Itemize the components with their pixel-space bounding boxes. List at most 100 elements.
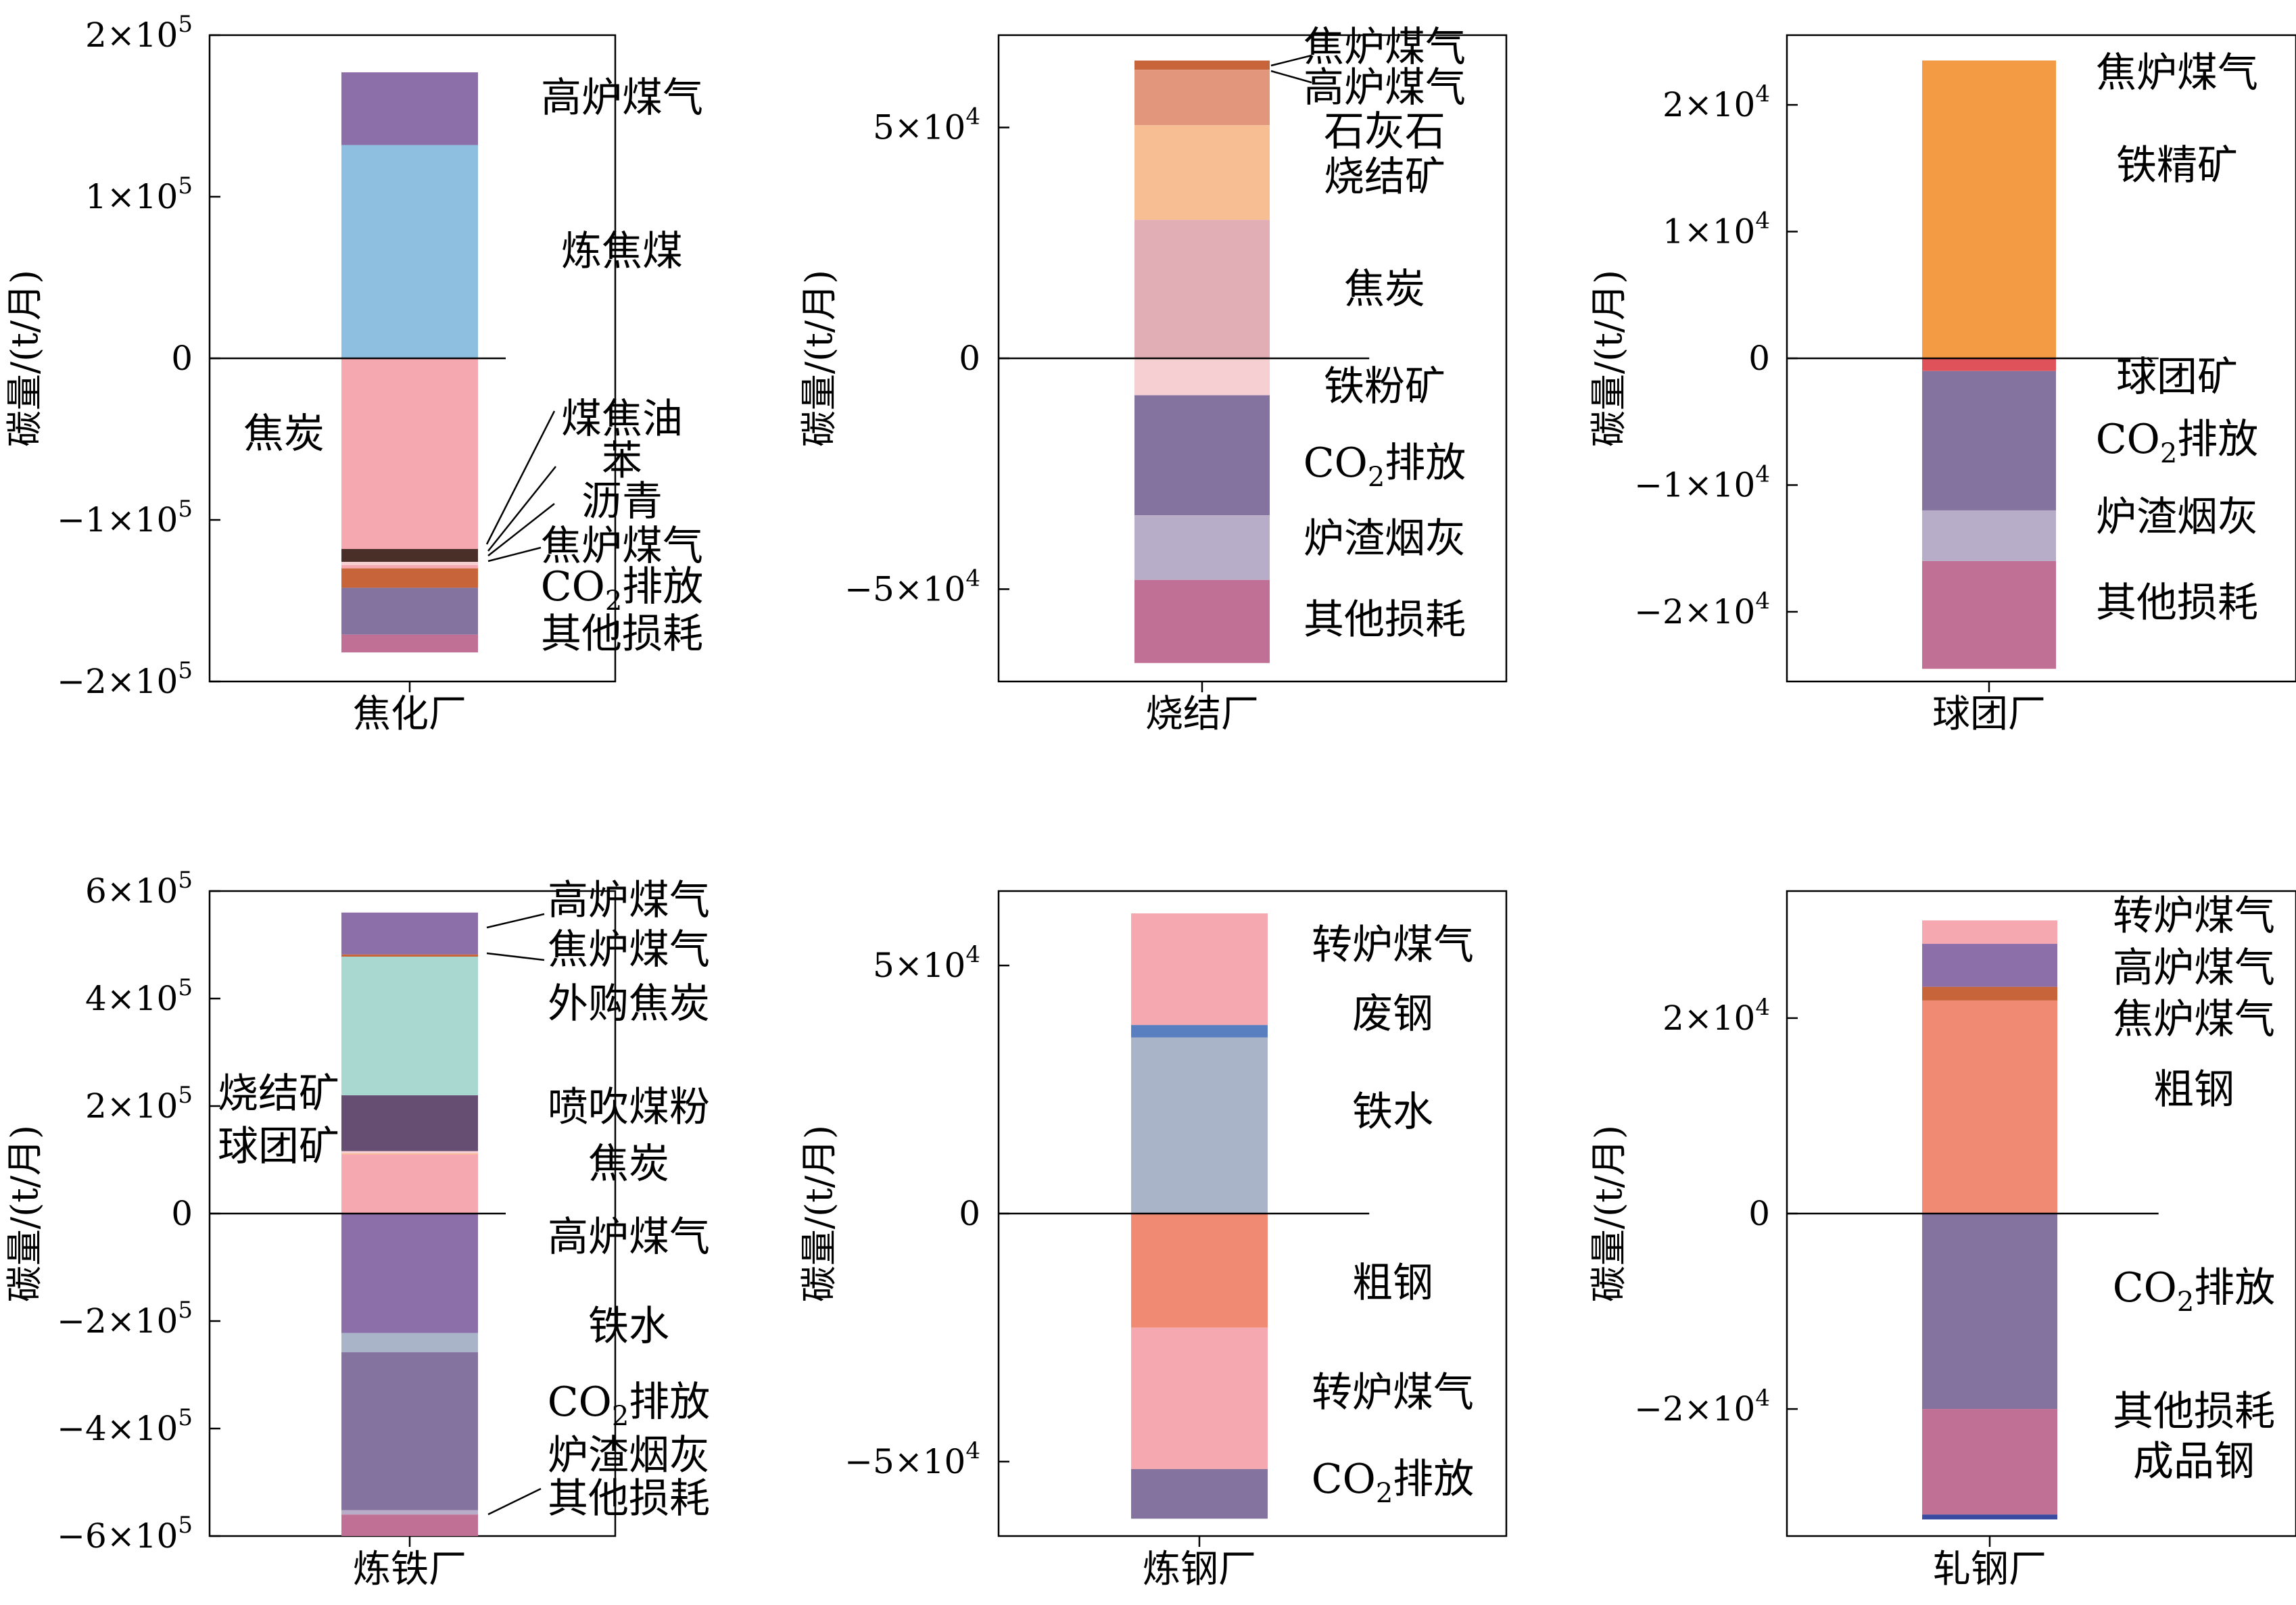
bar-segment-steelmaking-3 bbox=[1131, 1214, 1268, 1328]
bar-segment-pellet-3 bbox=[1922, 510, 2056, 561]
bar-segment-coking-1 bbox=[341, 145, 478, 358]
segment-label-ironmaking-2: 外购焦炭 bbox=[548, 980, 710, 1028]
leader-line bbox=[487, 546, 542, 562]
segment-label-coking-1: 炼焦煤 bbox=[561, 228, 683, 275]
segment-label-rolling-5: 其他损耗 bbox=[2113, 1388, 2275, 1435]
bar-segment-ironmaking-8 bbox=[341, 1333, 478, 1353]
bar-segment-rolling-1 bbox=[1922, 944, 2057, 987]
category-label: 轧钢厂 bbox=[1933, 1548, 2047, 1591]
segment-label-rolling-3: 粗钢 bbox=[2153, 1066, 2234, 1113]
leader-line bbox=[1270, 70, 1312, 84]
bar-segment-coking-4 bbox=[341, 562, 478, 565]
segment-label-steelmaking-3: 粗钢 bbox=[1352, 1260, 1433, 1307]
y-axis-label: 碳量/(t/月) bbox=[1587, 270, 1630, 447]
segment-label-pellet-5: 其他损耗 bbox=[2096, 579, 2258, 627]
y-tick-label: 1×104 bbox=[1663, 208, 1770, 251]
category-label: 炼铁厂 bbox=[353, 1548, 467, 1591]
bar-segment-sintering-2 bbox=[1134, 125, 1270, 220]
segment-label-steelmaking-4: 转炉煤气 bbox=[1312, 1369, 1474, 1416]
segment-label-ironmaking-0: 高炉煤气 bbox=[548, 877, 710, 924]
category-label: 炼钢厂 bbox=[1143, 1548, 1256, 1591]
y-axis-label: 碳量/(t/月) bbox=[798, 270, 840, 447]
segment-label-rolling-0: 转炉煤气 bbox=[2113, 892, 2275, 940]
segment-label-sintering-8: 其他损耗 bbox=[1304, 596, 1466, 644]
bar-segment-ironmaking-11 bbox=[341, 1514, 478, 1536]
chart-pellet: 2×104 1×104 0 −1×104 −2×104 球团厂 碳量/(t/月) 焦炉煤气铁精… bbox=[1587, 34, 2296, 736]
bar-segment-sintering-4 bbox=[1134, 358, 1270, 396]
leader-line bbox=[485, 410, 556, 545]
segment-label-pellet-1: 铁精矿 bbox=[2116, 142, 2238, 189]
bar-segment-coking-3 bbox=[341, 549, 478, 562]
bar-segment-steelmaking-4 bbox=[1131, 1327, 1268, 1469]
bar-segment-coking-2 bbox=[341, 358, 478, 550]
y-tick-label: 0 bbox=[1748, 339, 1770, 378]
y-tick-label: −5×104 bbox=[844, 1437, 980, 1481]
segment-label-sintering-0: 焦炉煤气 bbox=[1304, 24, 1466, 71]
segment-label-coking-7: CO2排放 bbox=[541, 563, 704, 617]
segment-label-steelmaking-5: CO2排放 bbox=[1312, 1456, 1475, 1509]
bar-segment-coking-6 bbox=[341, 568, 478, 588]
segment-label-sintering-1: 高炉煤气 bbox=[1304, 64, 1466, 112]
chart-steelmaking: 5×1040−5×104炼钢厂碳量/(t/月)转炉煤气废钢铁水粗钢转炉煤气CO2… bbox=[798, 890, 1508, 1591]
y-tick-label: 2×104 bbox=[1663, 994, 1770, 1038]
y-tick-label: 4×105 bbox=[85, 974, 193, 1018]
y-tick-label: −2×105 bbox=[57, 657, 193, 701]
bar-segment-coking-5 bbox=[341, 565, 478, 569]
leader-line bbox=[487, 503, 555, 556]
bar-segment-sintering-1 bbox=[1134, 70, 1270, 126]
segment-label-ironmaking-10: 炉渣烟灰 bbox=[548, 1432, 710, 1479]
category-label: 球团厂 bbox=[1932, 692, 2046, 736]
bar-segment-steelmaking-1 bbox=[1131, 1025, 1268, 1038]
bar-segment-ironmaking-1 bbox=[341, 954, 478, 957]
bar-segment-rolling-5 bbox=[1922, 1409, 2057, 1515]
bar-segment-sintering-3 bbox=[1134, 220, 1270, 358]
segment-label-ironmaking-1: 焦炉煤气 bbox=[548, 926, 710, 974]
y-tick-label: 2×105 bbox=[85, 11, 193, 55]
bar-segment-rolling-6 bbox=[1922, 1514, 2057, 1520]
segment-label-ironmaking-5: 球团矿 bbox=[218, 1123, 339, 1170]
bar-segment-steelmaking-5 bbox=[1131, 1468, 1268, 1519]
segment-label-steelmaking-1: 废钢 bbox=[1352, 990, 1433, 1038]
segment-label-sintering-5: 铁粉矿 bbox=[1324, 363, 1445, 410]
bar-segment-ironmaking-0 bbox=[341, 912, 478, 955]
segment-label-coking-8: 其他损耗 bbox=[541, 610, 703, 658]
leader-line bbox=[1270, 54, 1312, 67]
segment-label-pellet-3: CO2排放 bbox=[2096, 416, 2259, 469]
bar-segment-pellet-1 bbox=[1922, 358, 2056, 371]
chart-sintering: 5×104 0 −5×104 烧结厂 碳量/(t/月) 焦炉煤气高炉煤气石灰石烧结矿焦炭铁… bbox=[798, 24, 1508, 736]
y-tick-label: 0 bbox=[959, 1194, 980, 1233]
bar-segment-ironmaking-5 bbox=[341, 1153, 478, 1155]
segment-label-ironmaking-7: 高炉煤气 bbox=[548, 1214, 710, 1261]
segment-label-sintering-2: 石灰石 bbox=[1324, 108, 1445, 155]
y-tick-label: −1×104 bbox=[1634, 460, 1770, 504]
bar-segment-pellet-2 bbox=[1922, 370, 2056, 510]
chart-ironmaking: 6×105 4×105 2×105 0 −2×105 −4×105 −6×105 炼铁厂 碳量/… bbox=[3, 867, 710, 1591]
segment-label-rolling-2: 焦炉煤气 bbox=[2113, 996, 2275, 1043]
y-tick-label: −4×105 bbox=[57, 1404, 193, 1448]
leader-line bbox=[487, 1487, 542, 1516]
y-tick-label: 2×105 bbox=[85, 1082, 193, 1126]
y-tick-label: −2×104 bbox=[1634, 588, 1770, 631]
bar-segment-rolling-4 bbox=[1922, 1214, 2057, 1410]
segment-label-pellet-4: 炉渣烟灰 bbox=[2096, 494, 2258, 541]
bar-segment-steelmaking-2 bbox=[1131, 1037, 1268, 1214]
bar-segment-ironmaking-3 bbox=[341, 1095, 478, 1151]
bar-segment-coking-8 bbox=[341, 634, 478, 652]
segment-label-coking-3: 煤焦油 bbox=[561, 396, 683, 443]
bar-segment-ironmaking-6 bbox=[341, 1154, 478, 1214]
bar-segment-ironmaking-4 bbox=[341, 1151, 478, 1153]
bar-segment-rolling-3 bbox=[1922, 1000, 2057, 1214]
segment-label-steelmaking-0: 转炉煤气 bbox=[1312, 921, 1474, 969]
segment-label-sintering-7: 炉渣烟灰 bbox=[1304, 515, 1466, 562]
y-tick-label: 2×104 bbox=[1663, 80, 1770, 124]
leader-line bbox=[486, 913, 545, 929]
segment-label-ironmaking-11: 其他损耗 bbox=[548, 1475, 710, 1523]
y-tick-label: 5×104 bbox=[873, 103, 980, 147]
segment-label-ironmaking-9: CO2排放 bbox=[548, 1379, 711, 1432]
segment-label-sintering-6: CO2排放 bbox=[1304, 439, 1466, 493]
segment-label-ironmaking-8: 铁水 bbox=[588, 1303, 669, 1350]
segment-label-ironmaking-4: 烧结矿 bbox=[218, 1070, 339, 1118]
segment-label-rolling-4: CO2排放 bbox=[2113, 1264, 2276, 1318]
y-tick-label: 1×105 bbox=[85, 172, 193, 216]
